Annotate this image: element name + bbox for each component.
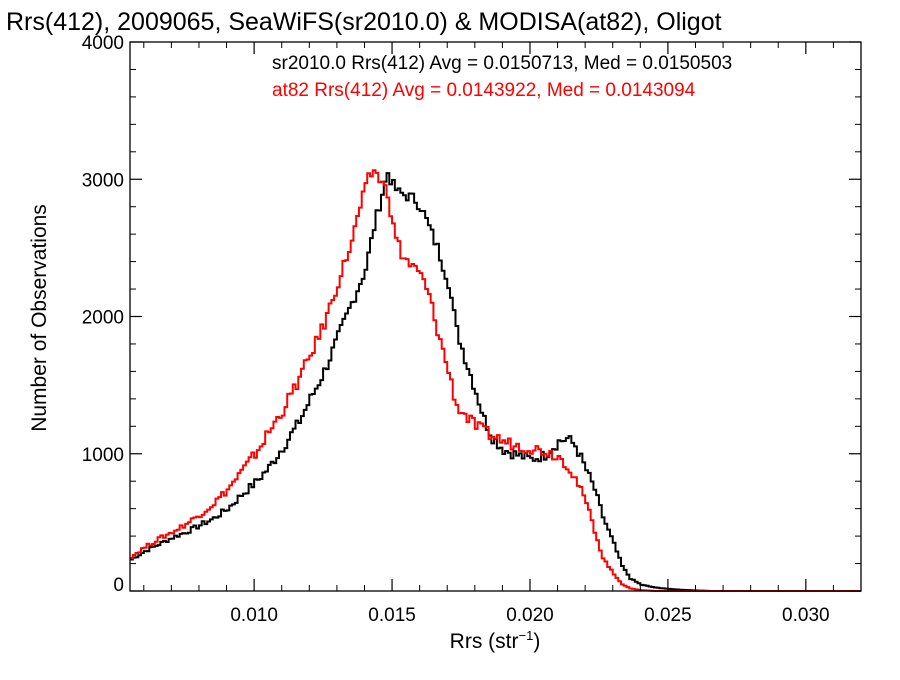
- series-0-line: [130, 172, 861, 592]
- x-axis-label-main: Rrs (str: [450, 630, 519, 653]
- axes: 0.010 0.015 0.020 0.025 0.030 0 1000 2000 3000 40…: [82, 33, 862, 626]
- x-axis-label-superscript: −1: [519, 628, 534, 643]
- y-axis-label: Number of Observations: [28, 204, 51, 432]
- x-tick-label: 0.010: [230, 605, 278, 626]
- x-tick-label: 0.030: [782, 605, 830, 626]
- x-axis-label-close: ): [533, 630, 540, 653]
- y-tick-label: 4000: [82, 33, 124, 54]
- annotation-sr2010: sr2010.0 Rrs(412) Avg = 0.0150713, Med =…: [272, 53, 732, 74]
- x-axis-label: Rrs (str−1): [450, 628, 541, 653]
- y-tick-label: 3000: [82, 170, 124, 191]
- annotation-at82: at82 Rrs(412) Avg = 0.0143922, Med = 0.0…: [272, 80, 696, 101]
- y-tick-label: 2000: [82, 308, 124, 329]
- y-tick-label: 0: [113, 575, 124, 596]
- x-tick-label: 0.025: [644, 605, 692, 626]
- x-tick-label: 0.020: [506, 605, 554, 626]
- chart-title: Rrs(412), 2009065, SeaWiFS(sr2010.0) & M…: [6, 8, 722, 36]
- x-tick-label: 0.015: [368, 605, 416, 626]
- y-tick-label: 1000: [82, 445, 124, 466]
